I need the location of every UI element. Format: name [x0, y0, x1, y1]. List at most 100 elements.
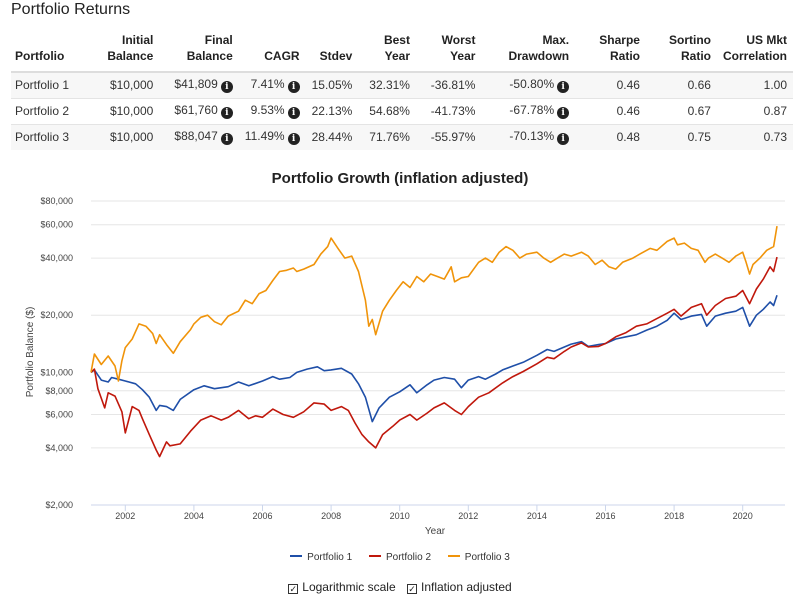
y-tick-label: $80,000	[40, 196, 73, 206]
portfolio-growth-chart: $2,000 $4,000 $6,000 $8,000 $10,000 $20,000 $4…	[25, 196, 785, 537]
cell-worst-year: -55.97%	[415, 123, 482, 150]
inflation-adjusted-toggle[interactable]: ✓ Inflation adjusted	[406, 580, 512, 594]
cell-initial-balance: $10,000	[88, 97, 160, 124]
y-axis-title: Portfolio Balance ($)	[25, 307, 36, 398]
x-axis-ticks: 2002 2004 2006 2008 2010 2012 2014 2016 2018 2020	[115, 505, 753, 521]
page-title: Portfolio Returns	[11, 1, 131, 18]
series-lines	[90, 225, 778, 458]
legend-swatch	[290, 555, 303, 557]
cell-best-year: 54.68%	[358, 97, 416, 124]
series-line-portfolio-2	[90, 256, 778, 458]
col-header-sharpe-ratio: Sharpe Ratio	[575, 30, 646, 73]
legend-item-portfolio-3[interactable]: Portfolio 3	[447, 552, 510, 563]
cell-initial-balance: $10,000	[88, 123, 160, 150]
info-circle-icon[interactable]: i	[220, 133, 233, 146]
cell-best-year: 32.31%	[358, 71, 416, 98]
col-header-worst-year: Worst Year	[415, 30, 482, 73]
legend-swatch	[447, 555, 460, 557]
y-tick-label: $20,000	[40, 310, 73, 320]
x-tick-label: 2004	[184, 511, 204, 521]
table-row: Portfolio 1 $10,000 $41,809 i 7.41% i 15.0…	[11, 71, 793, 98]
x-tick-label: 2008	[321, 511, 341, 521]
col-header-stdev: Stdev	[305, 30, 359, 73]
info-circle-icon[interactable]: i	[557, 81, 570, 94]
cell-portfolio: Portfolio 1	[11, 71, 89, 98]
cell-portfolio: Portfolio 3	[11, 123, 89, 150]
legend-item-portfolio-1[interactable]: Portfolio 1	[290, 552, 352, 563]
x-tick-label: 2018	[664, 511, 684, 521]
series-line-portfolio-1	[90, 294, 778, 423]
chart-legend: Portfolio 1 Portfolio 2 Portfolio 3	[0, 552, 800, 563]
x-tick-label: 2012	[458, 511, 478, 521]
cell-sortino-ratio: 0.75	[645, 123, 717, 150]
y-tick-label: $8,000	[45, 386, 73, 396]
y-axis-ticks: $2,000 $4,000 $6,000 $8,000 $10,000 $20,000 $4…	[40, 196, 73, 510]
info-circle-icon[interactable]: i	[220, 107, 233, 119]
chart-options: ✓ Logarithmic scale ✓ Inflation adjusted	[0, 580, 800, 594]
y-tick-label: $6,000	[45, 409, 73, 419]
col-header-us-mkt-correlation: US Mkt Correlation	[716, 30, 793, 73]
cell-final-balance: $41,809 i	[159, 71, 239, 98]
legend-swatch	[368, 555, 381, 557]
info-circle-icon[interactable]: i	[287, 81, 300, 94]
info-circle-icon[interactable]: i	[287, 107, 300, 119]
cell-final-balance: $88,047 i	[159, 123, 239, 150]
col-header-max-drawdown: Max. Drawdown	[481, 30, 576, 73]
x-axis-title: Year	[425, 526, 446, 537]
cell-max-drawdown: -50.80% i	[481, 71, 576, 98]
cell-worst-year: -41.73%	[415, 97, 482, 124]
cell-sharpe-ratio: 0.48	[575, 123, 646, 150]
cell-portfolio: Portfolio 2	[11, 97, 89, 124]
info-circle-icon[interactable]: i	[557, 133, 570, 146]
info-circle-icon[interactable]: i	[220, 81, 233, 94]
cell-cagr: 7.41% i	[238, 71, 306, 98]
col-header-best-year: Best Year	[358, 30, 416, 73]
x-tick-label: 2006	[252, 511, 272, 521]
cell-stdev: 22.13%	[305, 97, 359, 124]
log-scale-toggle[interactable]: ✓ Logarithmic scale	[288, 580, 396, 594]
y-tick-label: $4,000	[45, 443, 73, 453]
series-line-portfolio-3	[90, 225, 778, 382]
col-header-final-balance: Final Balance	[159, 30, 239, 73]
table-row: Portfolio 3 $10,000 $88,047 i 11.49% i 28.…	[11, 123, 793, 150]
table-row: Portfolio 2 $10,000 $61,760 i 9.53% i 22.1…	[11, 97, 793, 124]
cell-sortino-ratio: 0.66	[645, 71, 717, 98]
y-tick-label: $2,000	[45, 500, 73, 510]
cell-us-mkt-correlation: 1.00	[716, 71, 793, 98]
col-header-portfolio: Portfolio	[11, 30, 89, 73]
cell-us-mkt-correlation: 0.73	[716, 123, 793, 150]
cell-best-year: 71.76%	[358, 123, 416, 150]
col-header-initial-balance: Initial Balance	[88, 30, 160, 73]
cell-cagr: 11.49% i	[238, 123, 306, 150]
y-tick-label: $10,000	[40, 367, 73, 377]
x-tick-label: 2010	[390, 511, 410, 521]
cell-sharpe-ratio: 0.46	[575, 71, 646, 98]
legend-item-portfolio-2[interactable]: Portfolio 2	[368, 552, 431, 563]
col-header-sortino-ratio: Sortino Ratio	[645, 30, 717, 73]
col-header-cagr: CAGR	[238, 30, 306, 73]
portfolio-returns-table: Portfolio Initial Balance Final Balance CA…	[11, 30, 793, 150]
inflation-adjusted-checkbox[interactable]: ✓	[406, 584, 417, 594]
x-tick-label: 2014	[527, 511, 547, 521]
cell-sortino-ratio: 0.67	[645, 97, 717, 124]
y-tick-label: $40,000	[40, 253, 73, 263]
cell-stdev: 28.44%	[305, 123, 359, 150]
cell-max-drawdown: -70.13% i	[481, 123, 576, 150]
x-tick-label: 2020	[733, 511, 753, 521]
grid-lines	[91, 200, 785, 506]
y-tick-label: $60,000	[40, 220, 73, 230]
cell-max-drawdown: -67.78% i	[481, 97, 576, 124]
x-tick-label: 2002	[115, 511, 135, 521]
chart-title: Portfolio Growth (inflation adjusted)	[271, 170, 529, 187]
log-scale-checkbox[interactable]: ✓	[288, 584, 299, 594]
table-header-row: Portfolio Initial Balance Final Balance CA…	[11, 30, 793, 73]
cell-sharpe-ratio: 0.46	[575, 97, 646, 124]
cell-initial-balance: $10,000	[88, 71, 160, 98]
info-circle-icon[interactable]: i	[287, 133, 300, 146]
info-circle-icon[interactable]: i	[557, 107, 570, 119]
x-tick-label: 2016	[595, 511, 615, 521]
cell-stdev: 15.05%	[305, 71, 359, 98]
cell-cagr: 9.53% i	[238, 97, 306, 124]
cell-final-balance: $61,760 i	[159, 97, 239, 124]
cell-worst-year: -36.81%	[415, 71, 482, 98]
